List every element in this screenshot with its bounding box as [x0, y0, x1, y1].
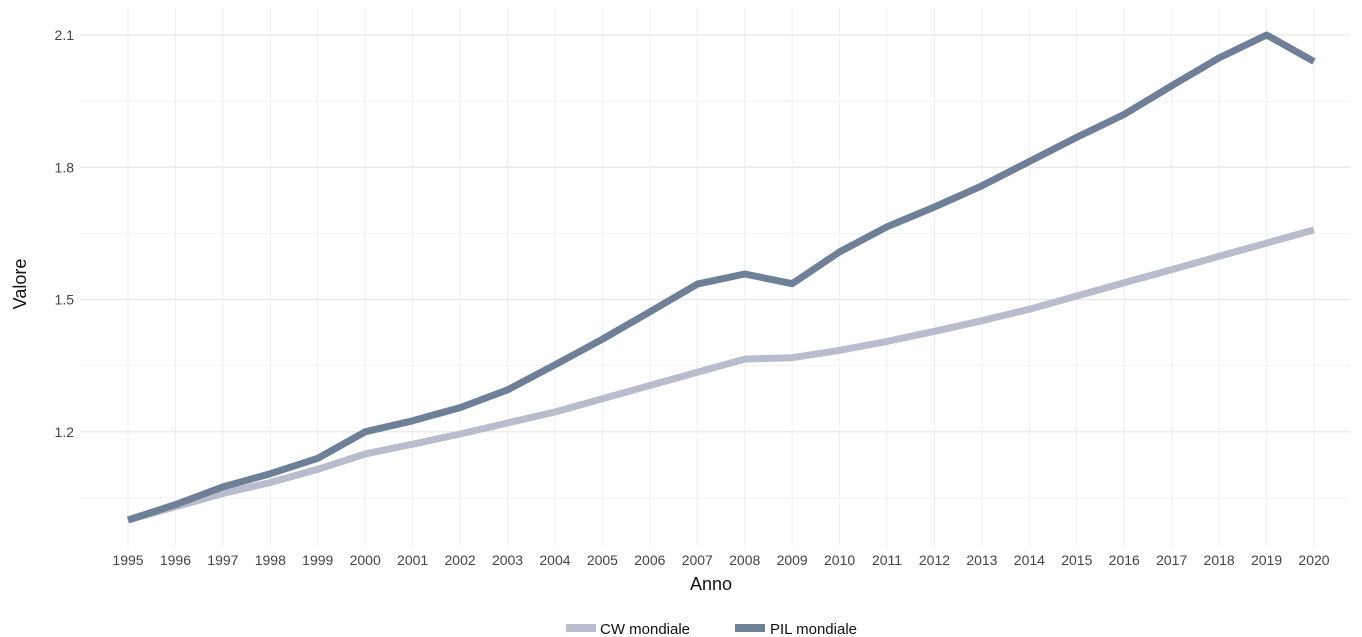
x-tick-label: 2002 [445, 552, 476, 568]
x-tick-label: 2006 [634, 552, 665, 568]
x-tick-label: 2000 [350, 552, 381, 568]
x-tick-label: 1997 [207, 552, 238, 568]
x-tick-label: 2009 [777, 552, 808, 568]
y-axis-tick-labels: 1.2 1.5 1.8 2.1 [55, 27, 75, 440]
series-lines [126, 31, 1316, 524]
y-tick-label: 1.8 [55, 159, 75, 175]
x-tick-label: 2007 [682, 552, 713, 568]
series-line-1 [127, 226, 1315, 524]
legend-label: CW mondiale [600, 621, 690, 637]
x-tick-label: 2010 [824, 552, 855, 568]
x-tick-label: 2012 [919, 552, 950, 568]
legend-label: PIL mondiale [770, 621, 857, 637]
x-tick-label: 2013 [966, 552, 997, 568]
x-tick-label: 2005 [587, 552, 618, 568]
x-tick-label: 2019 [1251, 552, 1282, 568]
x-tick-label: 2011 [872, 552, 902, 568]
x-axis-tick-labels: 1995 1996 1997 1998 1999 2000 2001 2002 2003 2004… [112, 552, 1329, 568]
x-tick-label: 2017 [1156, 552, 1187, 568]
series-line-2 [126, 31, 1316, 524]
legend-swatch [735, 624, 765, 632]
x-tick-label: 1999 [302, 552, 333, 568]
x-tick-label: 2001 [397, 552, 428, 568]
x-tick-label: 2015 [1061, 552, 1092, 568]
x-tick-label: 1995 [112, 552, 143, 568]
x-tick-label: 1996 [160, 552, 191, 568]
y-axis-title: Valore [10, 259, 30, 310]
legend-swatch [566, 624, 596, 632]
x-tick-label: 2018 [1204, 552, 1235, 568]
x-tick-label: 2014 [1014, 552, 1045, 568]
x-axis-title: Anno [690, 574, 732, 594]
y-tick-label: 1.2 [55, 424, 75, 440]
y-tick-label: 2.1 [55, 27, 75, 43]
x-tick-label: 2003 [492, 552, 523, 568]
y-tick-label: 1.5 [55, 292, 75, 308]
legend: CW mondiale PIL mondiale [566, 621, 857, 637]
x-tick-label: 2008 [729, 552, 760, 568]
x-tick-label: 2004 [539, 552, 570, 568]
x-tick-label: 1998 [255, 552, 286, 568]
x-tick-label: 2016 [1109, 552, 1140, 568]
x-tick-label: 2020 [1298, 552, 1329, 568]
